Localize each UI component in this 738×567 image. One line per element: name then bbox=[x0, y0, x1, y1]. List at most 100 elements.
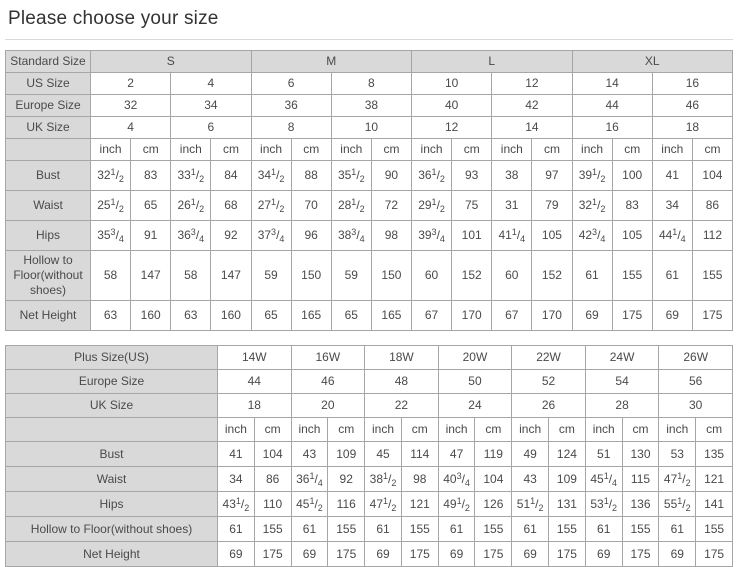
inch-value-cell: 551/2 bbox=[658, 491, 697, 517]
cm-value-cell: 147 bbox=[130, 250, 172, 301]
size-value-cell: 30 bbox=[658, 393, 733, 418]
cm-value-cell: 114 bbox=[400, 441, 439, 467]
inch-value-cell: 383/4 bbox=[330, 220, 372, 251]
size-value-cell: 4 bbox=[170, 72, 252, 95]
inch-value-cell: 471/2 bbox=[364, 491, 402, 517]
inch-value-cell: 373/4 bbox=[250, 220, 292, 251]
unit-cm-cell: cm bbox=[531, 138, 573, 161]
cm-value-cell: 112 bbox=[691, 220, 734, 251]
cm-value-cell: 90 bbox=[370, 160, 413, 191]
row-label: Hips bbox=[5, 220, 91, 251]
inch-value-cell: 60 bbox=[491, 250, 533, 301]
inch-value-cell: 291/2 bbox=[410, 190, 453, 221]
inch-value-cell: 351/2 bbox=[330, 160, 372, 191]
cm-value-cell: 121 bbox=[400, 491, 439, 517]
inch-value-cell: 69 bbox=[651, 300, 693, 331]
size-value-cell: 52 bbox=[511, 369, 586, 394]
cm-value-cell: 170 bbox=[451, 300, 493, 331]
inch-value-cell: 67 bbox=[410, 300, 453, 331]
cm-value-cell: 170 bbox=[531, 300, 573, 331]
inch-value-cell: 423/4 bbox=[571, 220, 613, 251]
unit-inch-cell: inch bbox=[651, 138, 693, 161]
unit-inch-cell: inch bbox=[170, 138, 212, 161]
cm-value-cell: 93 bbox=[451, 160, 493, 191]
inch-value-cell: 511/2 bbox=[511, 491, 550, 517]
page-title: Please choose your size bbox=[8, 8, 219, 29]
size-value-cell: 14 bbox=[491, 116, 573, 139]
inch-value-cell: 441/4 bbox=[651, 220, 693, 251]
unit-inch-cell: inch bbox=[571, 138, 613, 161]
inch-value-cell: 69 bbox=[571, 300, 613, 331]
cm-value-cell: 115 bbox=[621, 466, 660, 492]
unit-inch-cell: inch bbox=[437, 417, 476, 442]
size-value-cell: 18W bbox=[364, 345, 439, 370]
inch-value-cell: 331/2 bbox=[170, 160, 212, 191]
cm-value-cell: 155 bbox=[327, 516, 366, 542]
size-value-cell: 22 bbox=[364, 393, 439, 418]
cm-value-cell: 165 bbox=[290, 300, 332, 331]
size-value-cell: 8 bbox=[330, 72, 413, 95]
size-value-cell: 44 bbox=[571, 94, 653, 117]
cm-value-cell: 92 bbox=[327, 466, 366, 492]
cm-value-cell: 96 bbox=[290, 220, 332, 251]
inch-value-cell: 58 bbox=[170, 250, 212, 301]
cm-value-cell: 68 bbox=[210, 190, 252, 221]
inch-value-cell: 393/4 bbox=[410, 220, 453, 251]
inch-value-cell: 45 bbox=[364, 441, 402, 467]
cm-value-cell: 109 bbox=[327, 441, 366, 467]
size-value-cell: 14W bbox=[217, 345, 292, 370]
size-value-cell: 22W bbox=[511, 345, 586, 370]
size-row: US Size 2 4 6 8 10 12 14 16 bbox=[5, 72, 734, 95]
cm-value-cell: 104 bbox=[691, 160, 734, 191]
unit-cm-cell: cm bbox=[474, 417, 513, 442]
unit-inch-cell: inch bbox=[250, 138, 292, 161]
size-value-cell: 46 bbox=[651, 94, 734, 117]
cm-value-cell: 150 bbox=[370, 250, 413, 301]
cm-value-cell: 75 bbox=[451, 190, 493, 221]
inch-value-cell: 361/2 bbox=[410, 160, 453, 191]
cm-value-cell: 83 bbox=[611, 190, 653, 221]
size-group-cell: L bbox=[411, 50, 573, 73]
cm-value-cell: 147 bbox=[210, 250, 252, 301]
unit-cm-cell: cm bbox=[370, 138, 413, 161]
cm-value-cell: 92 bbox=[210, 220, 252, 251]
cm-value-cell: 79 bbox=[531, 190, 573, 221]
row-label: Net Height bbox=[5, 300, 91, 331]
inch-value-cell: 34 bbox=[217, 466, 255, 492]
cm-value-cell: 116 bbox=[327, 491, 366, 517]
inch-value-cell: 61 bbox=[364, 516, 402, 542]
size-value-cell: 24 bbox=[437, 393, 513, 418]
cm-value-cell: 105 bbox=[531, 220, 573, 251]
size-value-cell: 10 bbox=[410, 72, 493, 95]
cm-value-cell: 100 bbox=[611, 160, 653, 191]
unit-cm-cell: cm bbox=[621, 417, 660, 442]
inch-value-cell: 361/4 bbox=[290, 466, 329, 492]
unit-inch-cell: inch bbox=[584, 417, 623, 442]
row-label: Hollow to Floor(without shoes) bbox=[5, 516, 218, 542]
inch-value-cell: 60 bbox=[410, 250, 453, 301]
size-value-cell: 40 bbox=[410, 94, 493, 117]
inch-value-cell: 61 bbox=[290, 516, 329, 542]
cm-value-cell: 175 bbox=[691, 300, 734, 331]
unit-cm-cell: cm bbox=[290, 138, 332, 161]
unit-cm-cell: cm bbox=[253, 417, 292, 442]
cm-value-cell: 135 bbox=[695, 441, 733, 467]
cm-value-cell: 65 bbox=[130, 190, 172, 221]
size-value-cell: 4 bbox=[89, 116, 172, 139]
measurement-row: Bust 321/2 83 331/2 84 341/2 88 351/2 90 361/2 93 3… bbox=[5, 160, 734, 191]
unit-cm-cell: cm bbox=[210, 138, 252, 161]
inch-value-cell: 43 bbox=[290, 441, 329, 467]
cm-value-cell: 104 bbox=[253, 441, 292, 467]
size-value-cell: 34 bbox=[170, 94, 252, 117]
cm-value-cell: 70 bbox=[290, 190, 332, 221]
row-label: Waist bbox=[5, 466, 218, 492]
size-value-cell: 24W bbox=[584, 345, 660, 370]
unit-row: inch cm inch cm inch cm inch cm inch cm inch cm inch… bbox=[5, 417, 733, 442]
cm-value-cell: 165 bbox=[370, 300, 413, 331]
inch-value-cell: 41 bbox=[651, 160, 693, 191]
unit-inch-cell: inch bbox=[89, 138, 132, 161]
inch-value-cell: 31 bbox=[491, 190, 533, 221]
inch-value-cell: 43 bbox=[511, 466, 550, 492]
measurement-row: Hips 353/4 91 363/4 92 373/4 96 383/4 98 393/4 101… bbox=[5, 220, 734, 251]
row-label: Bust bbox=[5, 160, 91, 191]
